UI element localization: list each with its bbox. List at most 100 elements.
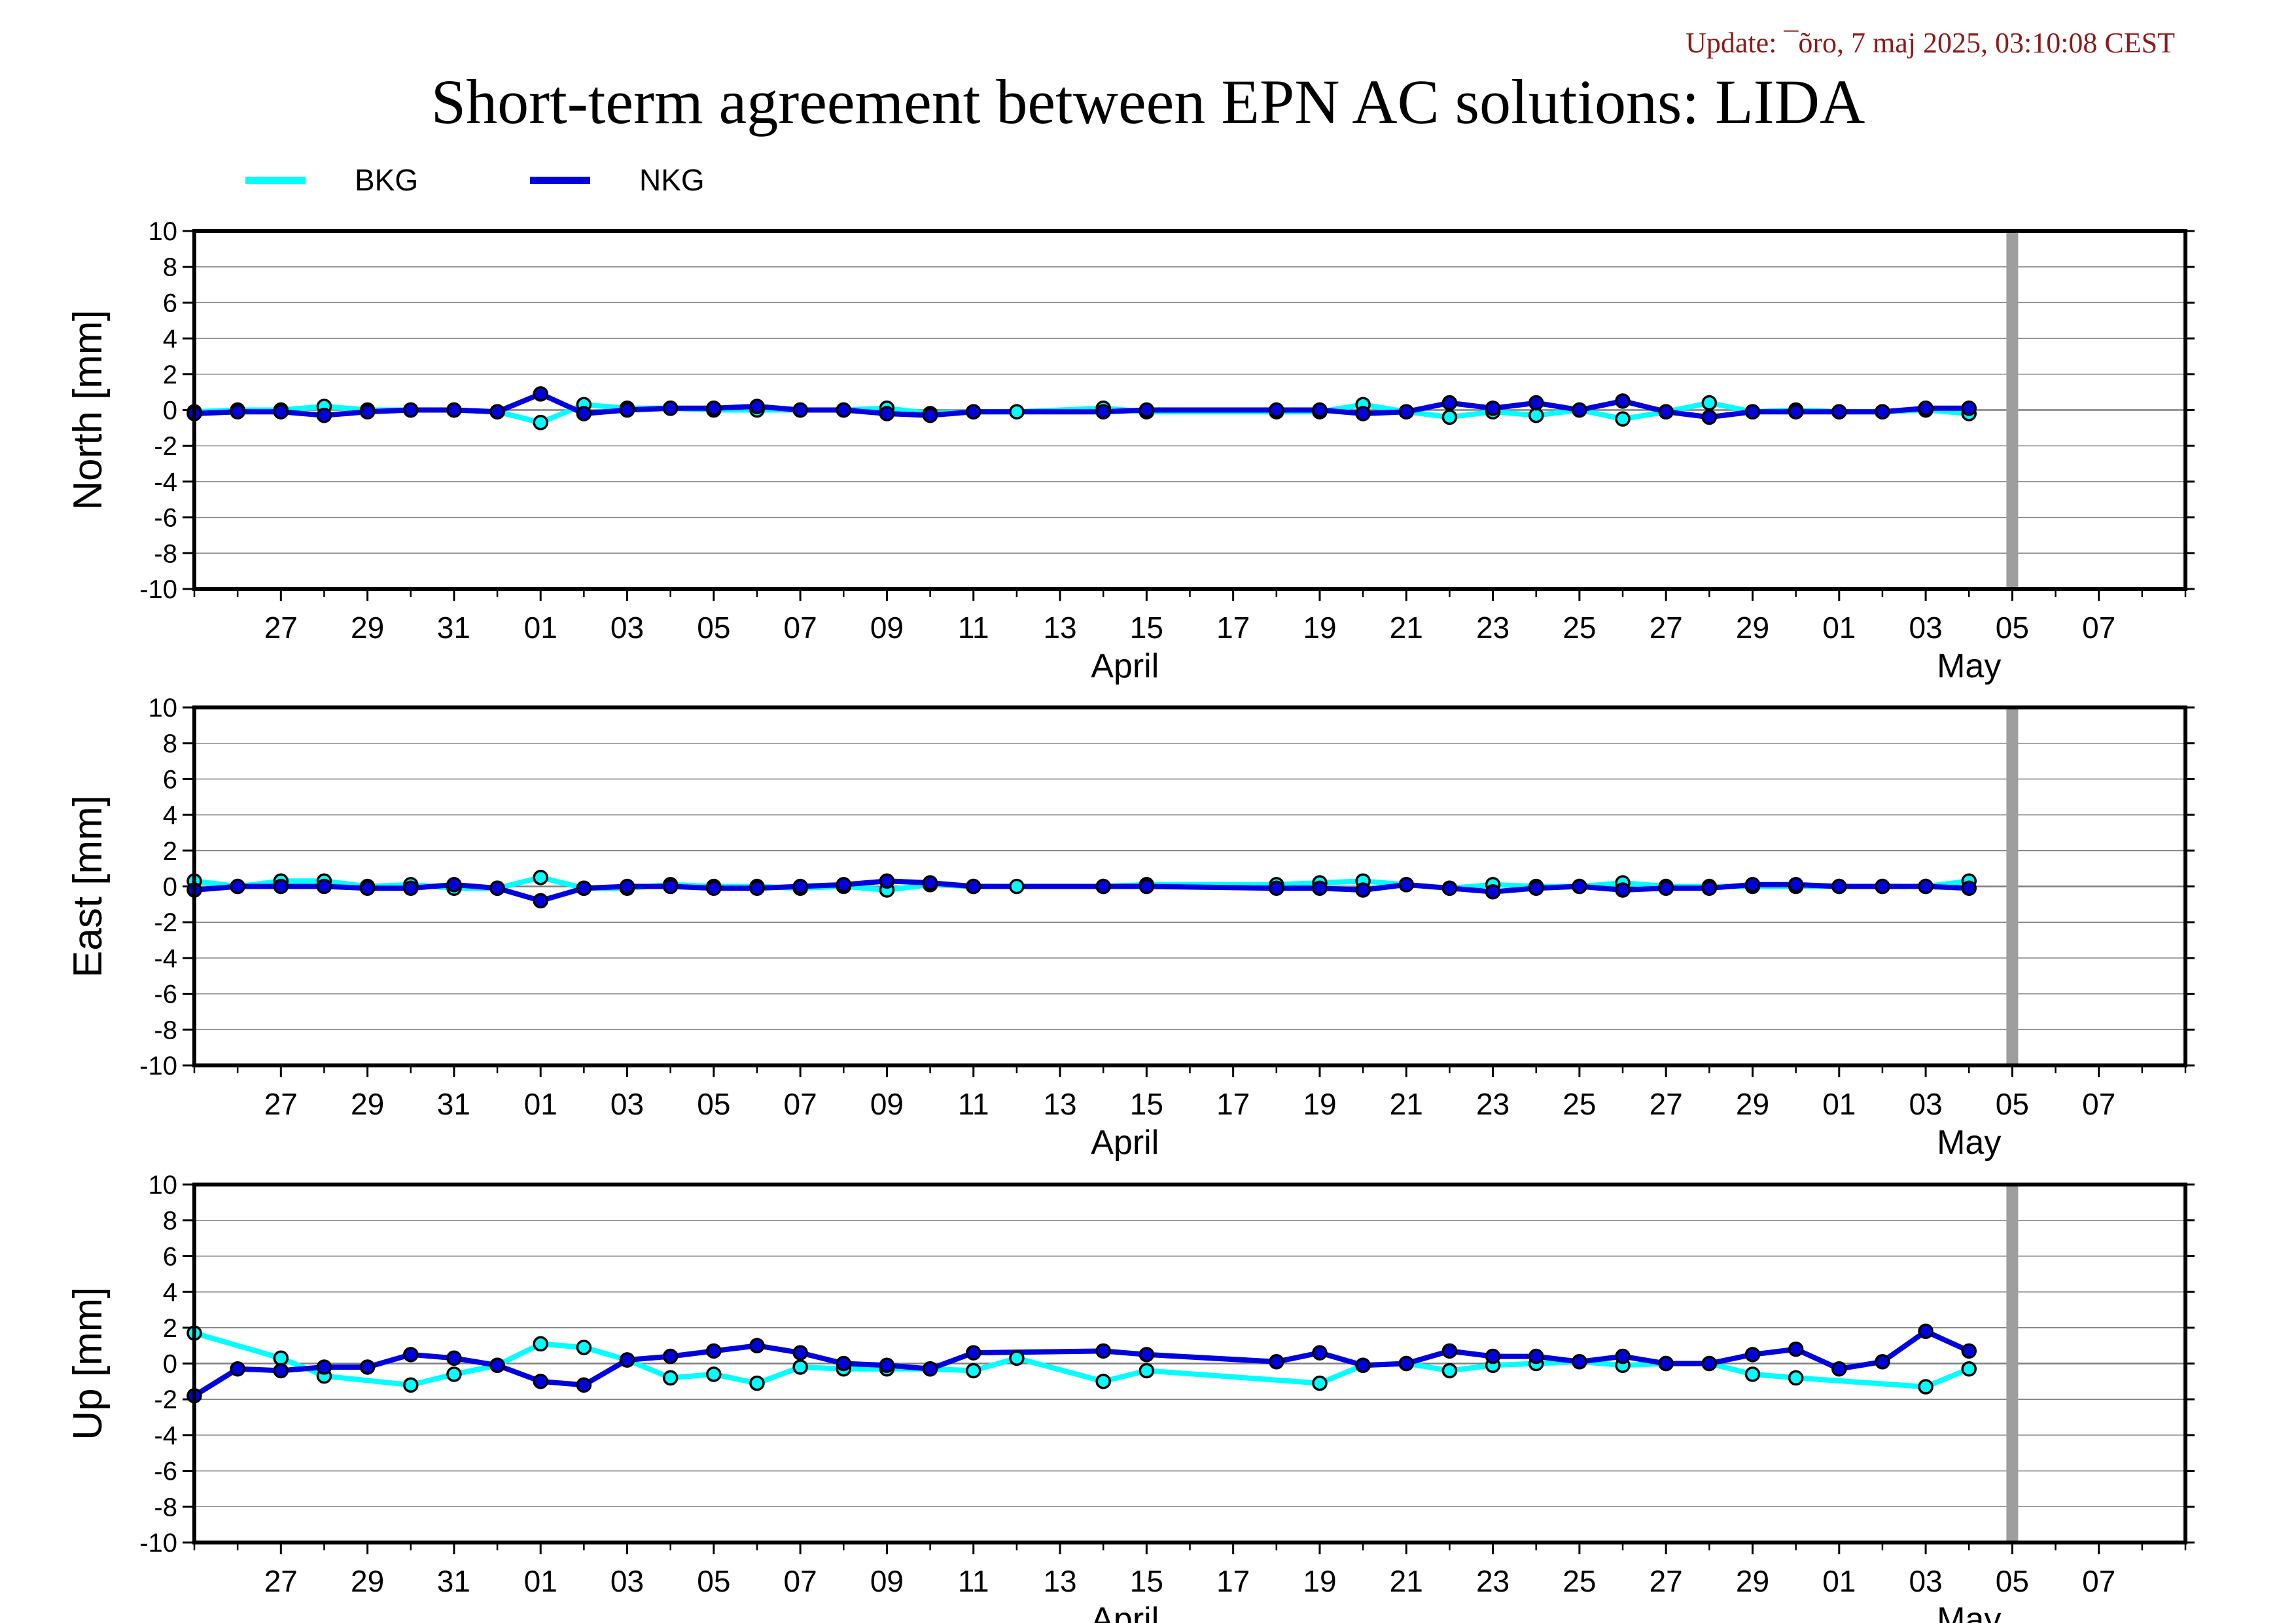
data-point-nkg [1139,1347,1155,1363]
data-point-nkg [1441,395,1458,411]
x-tick-label: 05 [1996,1564,2029,1598]
data-point-nkg [619,1352,635,1368]
y-axis-label: Up [mm] [65,1287,111,1440]
data-point-nkg [1961,401,1977,416]
data-point-bkg [792,1359,808,1375]
x-month-label: April [1091,1124,1159,1162]
data-point-nkg [1095,878,1111,895]
x-tick-label: 13 [1043,1087,1076,1121]
x-tick-label: 31 [437,1564,470,1598]
data-point-nkg [403,880,419,896]
data-point-nkg [1701,409,1718,425]
data-point-nkg [1095,1343,1111,1359]
data-point-nkg [619,878,635,895]
y-tick-label: -8 [154,1016,177,1044]
x-tick-label: 19 [1303,611,1336,645]
y-tick-label: 10 [149,217,178,246]
data-point-nkg [230,1361,245,1377]
x-tick-label: 23 [1476,1564,1510,1598]
legend-label-bkg: BKG [355,163,419,197]
panel-north: 10 8 6 4 2 0 -2 -4 -6 -8 -10 North [mm] 27 29 31 01 03 05… [65,217,2195,685]
y-tick-label: -4 [154,1421,177,1450]
data-point-nkg [1658,880,1674,896]
data-point-bkg [662,1370,679,1386]
data-point-nkg [922,407,938,423]
y-tick-label: 8 [163,253,177,282]
data-point-nkg [1701,1355,1718,1372]
data-point-nkg [662,401,679,416]
legend-label-nkg: NKG [639,163,705,197]
data-point-nkg [1658,1355,1674,1372]
data-point-bkg [1139,1363,1155,1379]
data-point-nkg [1572,402,1587,418]
data-point-nkg [879,873,895,889]
x-tick-label: 19 [1303,1564,1336,1598]
data-point-nkg [1312,402,1328,418]
x-tick-label: 23 [1476,611,1510,645]
data-point-bkg [1961,1361,1977,1377]
x-tick-label: 29 [1736,1087,1769,1121]
data-point-nkg [1615,882,1631,898]
data-point-bkg [1701,395,1718,411]
x-tick-label: 15 [1130,611,1163,645]
data-point-nkg [1615,393,1631,409]
data-point-nkg [792,878,808,895]
y-tick-label: -8 [154,539,177,568]
cut-bar [2006,231,2019,589]
x-tick-label: 01 [1822,611,1856,645]
data-point-nkg [1788,1341,1804,1357]
data-point-nkg [879,1357,895,1373]
x-tick-label: 05 [1996,1087,2029,1121]
x-tick-label: 29 [1736,611,1769,645]
data-point-nkg [922,875,938,891]
data-point-nkg [1528,880,1544,896]
x-tick-label: 29 [1736,1564,1769,1598]
x-tick-label: 29 [351,1564,384,1598]
y-tick-label: 4 [163,1278,177,1307]
y-tick-label: -8 [154,1493,177,1522]
data-point-nkg [1572,878,1587,895]
x-tick-label: 05 [697,611,730,645]
data-point-bkg [1009,1350,1025,1366]
data-point-nkg [1355,406,1371,421]
x-tick-label: 23 [1476,1087,1510,1121]
y-axis-label: East [mm] [65,795,111,978]
y-tick-label: -10 [139,1529,177,1558]
y-tick-label: 2 [163,1314,177,1343]
x-tick-label: 07 [2082,1564,2115,1598]
data-point-bkg [706,1366,722,1382]
x-tick-label: 11 [958,611,989,645]
data-point-nkg [446,1350,462,1366]
data-point-nkg [965,1345,981,1361]
x-tick-label: 17 [1216,611,1250,645]
data-point-bkg [403,1377,419,1393]
data-point-nkg [273,878,289,895]
data-point-nkg [1918,401,1934,416]
x-tick-label: 07 [2082,611,2115,645]
data-point-nkg [316,878,332,895]
y-tick-label: 6 [163,289,177,317]
y-tick-label: -2 [154,432,177,461]
y-tick-label: 10 [149,694,178,722]
x-tick-label: 31 [437,611,470,645]
data-point-bkg [1788,1370,1804,1386]
series-line-bkg [192,1330,1972,1390]
y-tick-label: 8 [163,1207,177,1236]
data-point-nkg [576,1377,592,1393]
data-point-nkg [836,1355,852,1372]
data-point-nkg [1398,1355,1415,1372]
data-point-nkg [273,1363,289,1379]
x-tick-label: 11 [958,1087,989,1121]
data-point-nkg [403,402,419,418]
x-tick-label: 19 [1303,1087,1336,1121]
x-month-label: May [1937,1601,2001,1623]
data-point-nkg [836,402,852,418]
x-tick-label: 05 [697,1087,730,1121]
x-tick-label: 25 [1563,1087,1596,1121]
data-point-bkg [533,1336,548,1352]
data-point-nkg [359,880,376,896]
x-tick-label: 03 [610,611,644,645]
data-point-nkg [1485,1348,1501,1364]
data-point-bkg [1312,1375,1328,1391]
